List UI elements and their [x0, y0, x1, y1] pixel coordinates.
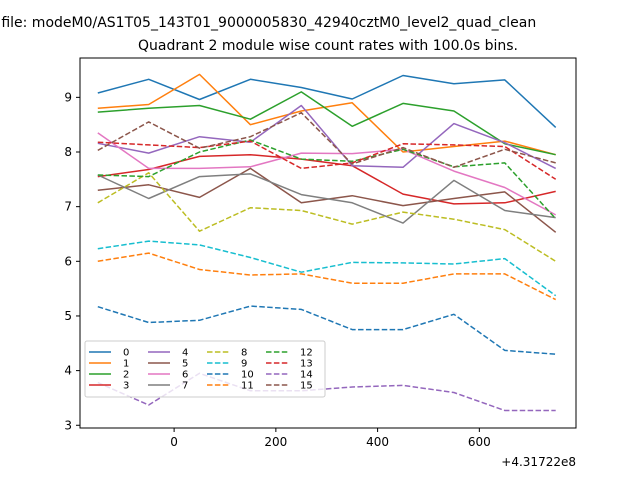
chart-title: Quadrant 2 module wise count rates with …: [138, 38, 518, 54]
y-tick-label: 8: [64, 145, 72, 159]
x-tick-label: 600: [468, 435, 491, 449]
series-line-9: [97, 240, 557, 297]
legend-box: [84, 340, 326, 398]
y-tick-label: 9: [64, 90, 72, 104]
series-lines: [97, 73, 557, 412]
y-tick-label: 3: [64, 418, 72, 432]
legend-label-7: 7: [182, 381, 188, 392]
series-line-15: [97, 111, 556, 169]
series-line-3: [97, 153, 556, 205]
legend-label-8: 8: [241, 348, 247, 359]
legend-label-4: 4: [182, 348, 188, 359]
series-line-4: [97, 104, 557, 170]
legend-label-15: 15: [300, 381, 313, 392]
y-tick-label: 7: [64, 200, 72, 214]
series-line-11: [97, 252, 557, 301]
series-line-2: [97, 91, 556, 156]
series-line-13: [97, 140, 557, 180]
series-line-8: [97, 172, 557, 262]
x-tick-label: 200: [264, 435, 287, 449]
legend-label-0: 0: [123, 348, 129, 359]
axes-frame: [79, 57, 577, 429]
legend-label-3: 3: [123, 381, 129, 392]
series-line-7: [97, 173, 556, 224]
series-line-10: [97, 305, 556, 355]
legend-label-14: 14: [300, 370, 313, 381]
legend-label-6: 6: [182, 370, 188, 381]
legend-label-1: 1: [123, 359, 129, 370]
legend-label-5: 5: [182, 359, 188, 370]
y-tick-label: 6: [64, 254, 72, 268]
legend-label-13: 13: [300, 359, 313, 370]
legend-label-12: 12: [300, 348, 313, 359]
series-line-1: [97, 73, 556, 156]
legend-label-11: 11: [241, 381, 254, 392]
series-line-14: [97, 372, 556, 412]
legend-label-2: 2: [123, 370, 129, 381]
x-tick-label: 0: [170, 435, 178, 449]
x-tick-label: 400: [366, 435, 389, 449]
series-line-6: [97, 132, 557, 216]
figure-suptitle: n file: modeM0/AS1T05_143T01_9000005830_…: [0, 15, 536, 31]
x-offset-label: +4.31722e8: [501, 455, 576, 469]
legend-label-9: 9: [241, 359, 247, 370]
series-line-12: [97, 139, 557, 220]
legend-label-10: 10: [241, 370, 254, 381]
y-tick-label: 4: [64, 364, 72, 378]
y-tick-label: 5: [64, 309, 72, 323]
